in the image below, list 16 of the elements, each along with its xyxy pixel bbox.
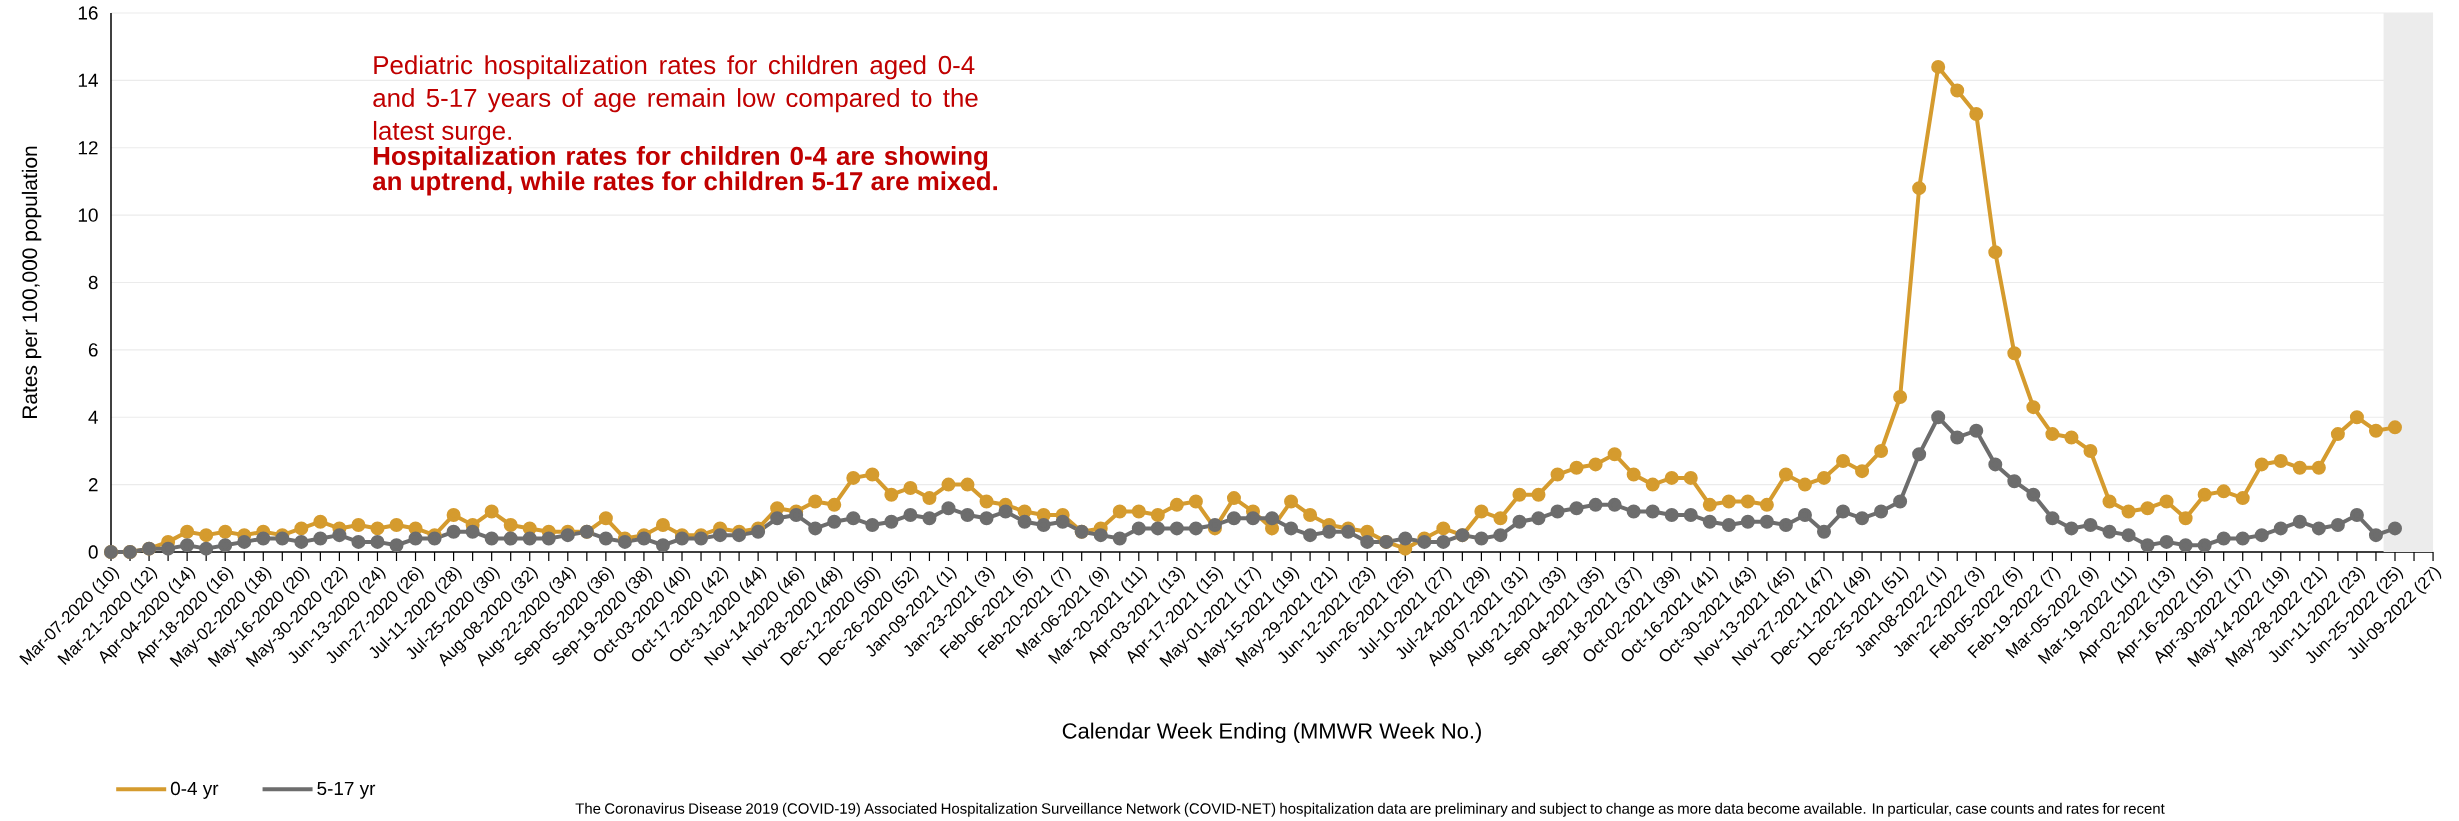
legend-label: 5-17 yr: [317, 781, 376, 799]
y-tick-label: 4: [88, 410, 98, 424]
y-tick-label: 12: [78, 141, 98, 155]
y-tick-label: 6: [88, 343, 98, 357]
text: The Coronavirus Disease 2019 (COVID-19) Associated Hospitalization Surveillance Network (COVID-NET) hospitalization data are preliminary and subject to change as more data become available. In particular, case counts and rates for recent: [575, 802, 2165, 817]
y-tick-label: 16: [78, 6, 98, 20]
y-axis-title: Rates per 100,000 population: [21, 146, 42, 419]
y-tick-label: 2: [88, 478, 98, 492]
y-tick-label: 14: [78, 73, 98, 87]
y-tick-label: 8: [88, 275, 98, 290]
annotation: Pediatric hospitalization rates for children aged 0-4 and 5-17 years of age remain low compared to the latest surge.: [373, 55, 978, 146]
y-tick-label: 0: [88, 545, 98, 559]
x-axis-title: Calendar Week Ending (MMWR Week No.): [1062, 722, 1481, 744]
annotation: Hospitalization rates for children 0-4 are showing an uptrend, while rates for children 5-17 are mixed.: [372, 146, 998, 196]
y-tick-label: 10: [78, 208, 98, 222]
legend-label: 0-4 yr: [170, 781, 219, 799]
